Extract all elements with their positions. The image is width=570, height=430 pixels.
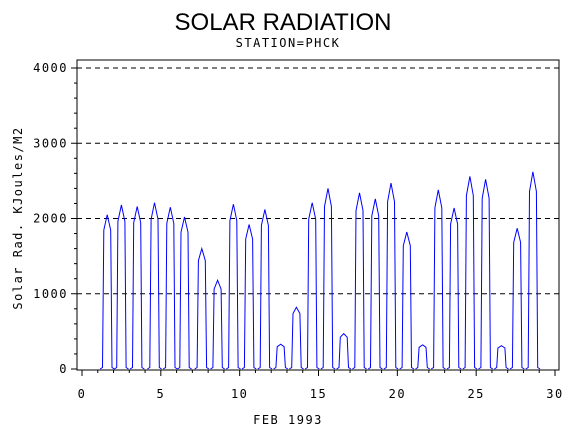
daily-curve-day-27 — [509, 228, 525, 370]
daily-curve-day-19 — [383, 183, 399, 370]
x-axis-label: FEB 1993 — [253, 413, 323, 427]
y-tick-label-2000: 2000 — [33, 212, 68, 226]
daily-curve-day-2 — [114, 204, 129, 370]
daily-curve-day-8 — [210, 278, 225, 370]
daily-curve-day-16 — [336, 332, 352, 370]
daily-curve-day-22 — [430, 189, 446, 370]
y-tick-label-0: 0 — [59, 362, 68, 376]
daily-curve-day-6 — [177, 216, 192, 370]
x-tick-label-30: 30 — [546, 387, 563, 401]
daily-curve-day-9 — [226, 204, 241, 370]
y-tick-label-1000: 1000 — [33, 287, 68, 301]
y-tick-label-4000: 4000 — [33, 61, 68, 75]
daily-curve-day-10 — [241, 224, 257, 370]
daily-curve-day-23 — [446, 207, 462, 370]
daily-curve-day-24 — [462, 176, 478, 370]
x-tick-label-10: 10 — [231, 387, 248, 401]
daily-curve-day-7 — [194, 246, 210, 370]
daily-curve-day-26 — [494, 345, 509, 370]
daily-curve-day-18 — [367, 198, 383, 370]
daily-curve-day-28 — [525, 171, 541, 370]
x-tick-label-0: 0 — [78, 387, 87, 401]
daily-curve-day-3 — [129, 206, 145, 370]
daily-curve-day-21 — [415, 344, 430, 370]
y-axis-label: Solar Rad. KJoules/M2 — [11, 126, 25, 309]
x-tick-label-5: 5 — [156, 387, 165, 401]
daily-curve-day-20 — [399, 231, 415, 370]
x-tick-label-25: 25 — [467, 387, 484, 401]
plot-frame — [76, 59, 560, 371]
daily-curve-day-15 — [320, 188, 336, 370]
gridlines — [77, 67, 559, 295]
daily-curve-day-4 — [147, 202, 162, 370]
x-tick-label-15: 15 — [310, 387, 327, 401]
daily-curve-day-5 — [162, 207, 178, 370]
daily-curve-day-1 — [99, 214, 115, 370]
daily-curve-day-14 — [304, 202, 320, 370]
daily-curve-day-11 — [257, 209, 273, 370]
daily-curve-day-12 — [273, 343, 289, 370]
chart-title: SOLAR RADIATION — [175, 9, 392, 36]
y-tick-label-3000: 3000 — [33, 136, 68, 150]
data-series — [99, 171, 541, 370]
y-axis: 0 1000 2000 3000 4000 — [33, 61, 77, 376]
chart-subtitle: STATION=PHCK — [236, 36, 341, 50]
x-tick-label-20: 20 — [389, 387, 406, 401]
daily-curve-day-25 — [478, 179, 493, 370]
x-axis: 0 5 10 15 20 25 30 — [78, 370, 563, 401]
daily-curve-day-13 — [289, 306, 304, 370]
daily-curve-day-17 — [352, 192, 367, 370]
